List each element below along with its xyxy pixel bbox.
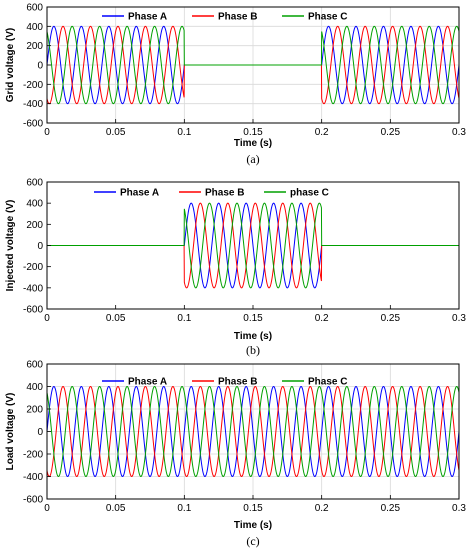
- x-tick-label: 0.25: [381, 127, 401, 138]
- y-axis-label: Load voltage (V): [5, 393, 16, 471]
- legend-label-1: Phase A: [120, 188, 159, 199]
- x-tick-label: 0.3: [452, 127, 466, 138]
- x-tick-label: 0.15: [243, 503, 263, 514]
- x-tick-label: 0.05: [106, 127, 126, 138]
- panel-caption: (a): [246, 152, 259, 166]
- y-tick-label: 400: [26, 199, 43, 210]
- x-tick-label: 0.15: [243, 127, 263, 138]
- legend-label-2: Phase B: [218, 12, 257, 23]
- y-tick-label: 0: [37, 241, 43, 252]
- y-tick-label: 400: [26, 22, 43, 33]
- series-line-2: [46, 385, 460, 478]
- legend-label-3: Phase C: [308, 377, 347, 388]
- x-tick-label: 0.15: [243, 313, 263, 324]
- y-tick-label: -200: [23, 450, 43, 461]
- y-tick-label: 600: [26, 3, 43, 14]
- chart-panel-3: 0 0.05 0.1 0.15 0.2 0.25 0.3 600 400 200 0 -200 -400…: [5, 360, 466, 549]
- x-axis-label: Time (s): [234, 138, 272, 149]
- x-axis-label: Time (s): [234, 331, 272, 342]
- series-line-3: [46, 385, 460, 478]
- x-tick-label: 0.1: [177, 313, 191, 324]
- x-tick-label: 0.2: [315, 313, 329, 324]
- legend-label-1: Phase A: [128, 12, 167, 23]
- x-tick-label: 0.1: [177, 127, 191, 138]
- y-tick-label: -600: [23, 119, 43, 130]
- y-tick-label: 200: [26, 41, 43, 52]
- legend-label-1: Phase A: [128, 377, 167, 388]
- x-tick-label: 0: [44, 127, 50, 138]
- series-line-3: [47, 202, 459, 289]
- legend: Phase A Phase B Phase C: [102, 12, 347, 23]
- y-tick-label: -400: [23, 283, 43, 294]
- y-tick-label: 200: [26, 405, 43, 416]
- legend: Phase A Phase B Phase C: [102, 377, 347, 388]
- x-axis-label: Time (s): [234, 520, 272, 531]
- y-tick-label: 600: [26, 360, 43, 371]
- y-tick-label: -200: [23, 80, 43, 91]
- panel-caption: (b): [246, 343, 260, 357]
- y-tick-label: 600: [26, 178, 43, 189]
- y-tick-label: -600: [23, 305, 43, 316]
- y-tick-label: 0: [37, 427, 43, 438]
- panel-caption: (c): [246, 534, 259, 548]
- y-tick-label: 200: [26, 220, 43, 231]
- series-line-1: [46, 385, 460, 478]
- x-tick-label: 0.05: [106, 503, 126, 514]
- y-tick-label: -400: [23, 99, 43, 110]
- x-tick-label: 0.25: [381, 503, 401, 514]
- series-line-3: [46, 25, 460, 105]
- x-tick-label: 0.1: [177, 503, 191, 514]
- x-tick-label: 0.2: [315, 503, 329, 514]
- x-tick-label: 0: [44, 313, 50, 324]
- legend-label-3: phase C: [290, 188, 329, 199]
- legend: Phase A Phase B phase C: [94, 188, 329, 199]
- x-tick-label: 0: [44, 503, 50, 514]
- chart-panel-2: 0 0.05 0.1 0.15 0.2 0.25 0.3 600 400 200 0 -200 -400…: [5, 178, 466, 358]
- x-tick-label: 0.05: [106, 313, 126, 324]
- legend-label-3: Phase C: [308, 12, 347, 23]
- y-axis-label: Grid voltage (V): [5, 28, 16, 102]
- x-tick-label: 0.3: [452, 503, 466, 514]
- x-tick-label: 0.3: [452, 313, 466, 324]
- chart-panel-1: 0 0.05 0.1 0.15 0.2 0.25 0.3 600 400 200 0 -200 -400…: [5, 3, 466, 167]
- y-tick-label: -200: [23, 262, 43, 273]
- legend-label-2: Phase B: [205, 188, 244, 199]
- x-tick-label: 0.25: [381, 313, 401, 324]
- y-tick-label: -400: [23, 472, 43, 483]
- x-tick-label: 0.2: [315, 127, 329, 138]
- y-tick-label: 400: [26, 382, 43, 393]
- y-tick-label: -600: [23, 495, 43, 506]
- y-axis-label: Injected voltage (V): [5, 200, 16, 292]
- y-tick-label: 0: [37, 61, 43, 72]
- legend-label-2: Phase B: [218, 377, 257, 388]
